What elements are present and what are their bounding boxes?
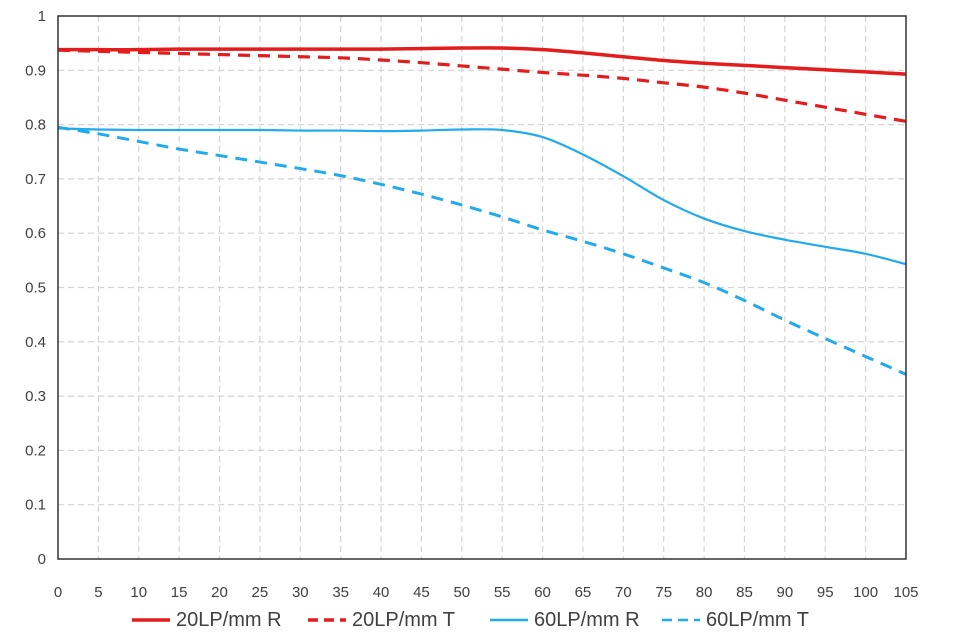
- legend-label-3: 60LP/mm R: [534, 609, 640, 631]
- x-tick-label: 60: [534, 584, 551, 601]
- legend-label-2: 20LP/mm T: [352, 609, 455, 631]
- x-tick-label: 45: [413, 584, 430, 601]
- y-tick-label: 0.7: [25, 171, 46, 188]
- legend: 20LP/mm R 20LP/mm T 60LP/mm R 60LP/mm T: [132, 609, 809, 631]
- series-line-4: [57, 125, 907, 376]
- x-tick-label: 85: [736, 584, 753, 601]
- x-tick-label: 90: [777, 584, 794, 601]
- plot-frame: [57, 15, 907, 560]
- y-tick-label: 0.8: [25, 117, 46, 134]
- x-tick-label: 0: [54, 584, 62, 601]
- y-tick-label: 0: [38, 551, 46, 568]
- grid: [58, 16, 906, 559]
- x-tick-label: 35: [332, 584, 349, 601]
- x-tick-label: 50: [453, 584, 470, 601]
- x-tick-label: 80: [696, 584, 713, 601]
- x-tick-label: 20: [211, 584, 228, 601]
- axes: [57, 15, 907, 560]
- x-tick-label: 25: [252, 584, 269, 601]
- x-tick-labels: 0 5 10 15 20 25 30 35 40 45 50 55 60 65 70 75 80 85 90 95 10…: [54, 584, 919, 601]
- x-tick-label: 100: [853, 584, 878, 601]
- legend-label-4: 60LP/mm T: [706, 609, 809, 631]
- y-tick-label: 0.4: [25, 334, 46, 351]
- x-tick-label: 105: [893, 584, 918, 601]
- y-tick-label: 0.1: [25, 497, 46, 514]
- y-tick-label: 0.3: [25, 388, 46, 405]
- series-line-1: [58, 46, 907, 76]
- legend-label-1: 20LP/mm R: [176, 609, 282, 631]
- x-tick-label: 95: [817, 584, 834, 601]
- y-tick-label: 1: [38, 8, 46, 25]
- x-tick-label: 40: [373, 584, 390, 601]
- x-tick-label: 30: [292, 584, 309, 601]
- series-line-3: [57, 127, 907, 266]
- y-tick-label: 0.9: [25, 62, 46, 79]
- y-tick-label: 0.5: [25, 280, 46, 297]
- series-lines: [57, 46, 907, 376]
- y-tick-labels: 0 0.1 0.2 0.3 0.4 0.5 0.6 0.7 0.8 0.9 1: [25, 8, 46, 568]
- x-tick-label: 70: [615, 584, 632, 601]
- x-tick-label: 5: [94, 584, 102, 601]
- y-tick-label: 0.2: [25, 442, 46, 459]
- x-tick-label: 65: [575, 584, 592, 601]
- x-tick-label: 55: [494, 584, 511, 601]
- y-tick-label: 0.6: [25, 225, 46, 242]
- x-tick-label: 10: [130, 584, 147, 601]
- x-tick-label: 75: [655, 584, 672, 601]
- x-tick-label: 15: [171, 584, 188, 601]
- series-line-2: [57, 48, 907, 123]
